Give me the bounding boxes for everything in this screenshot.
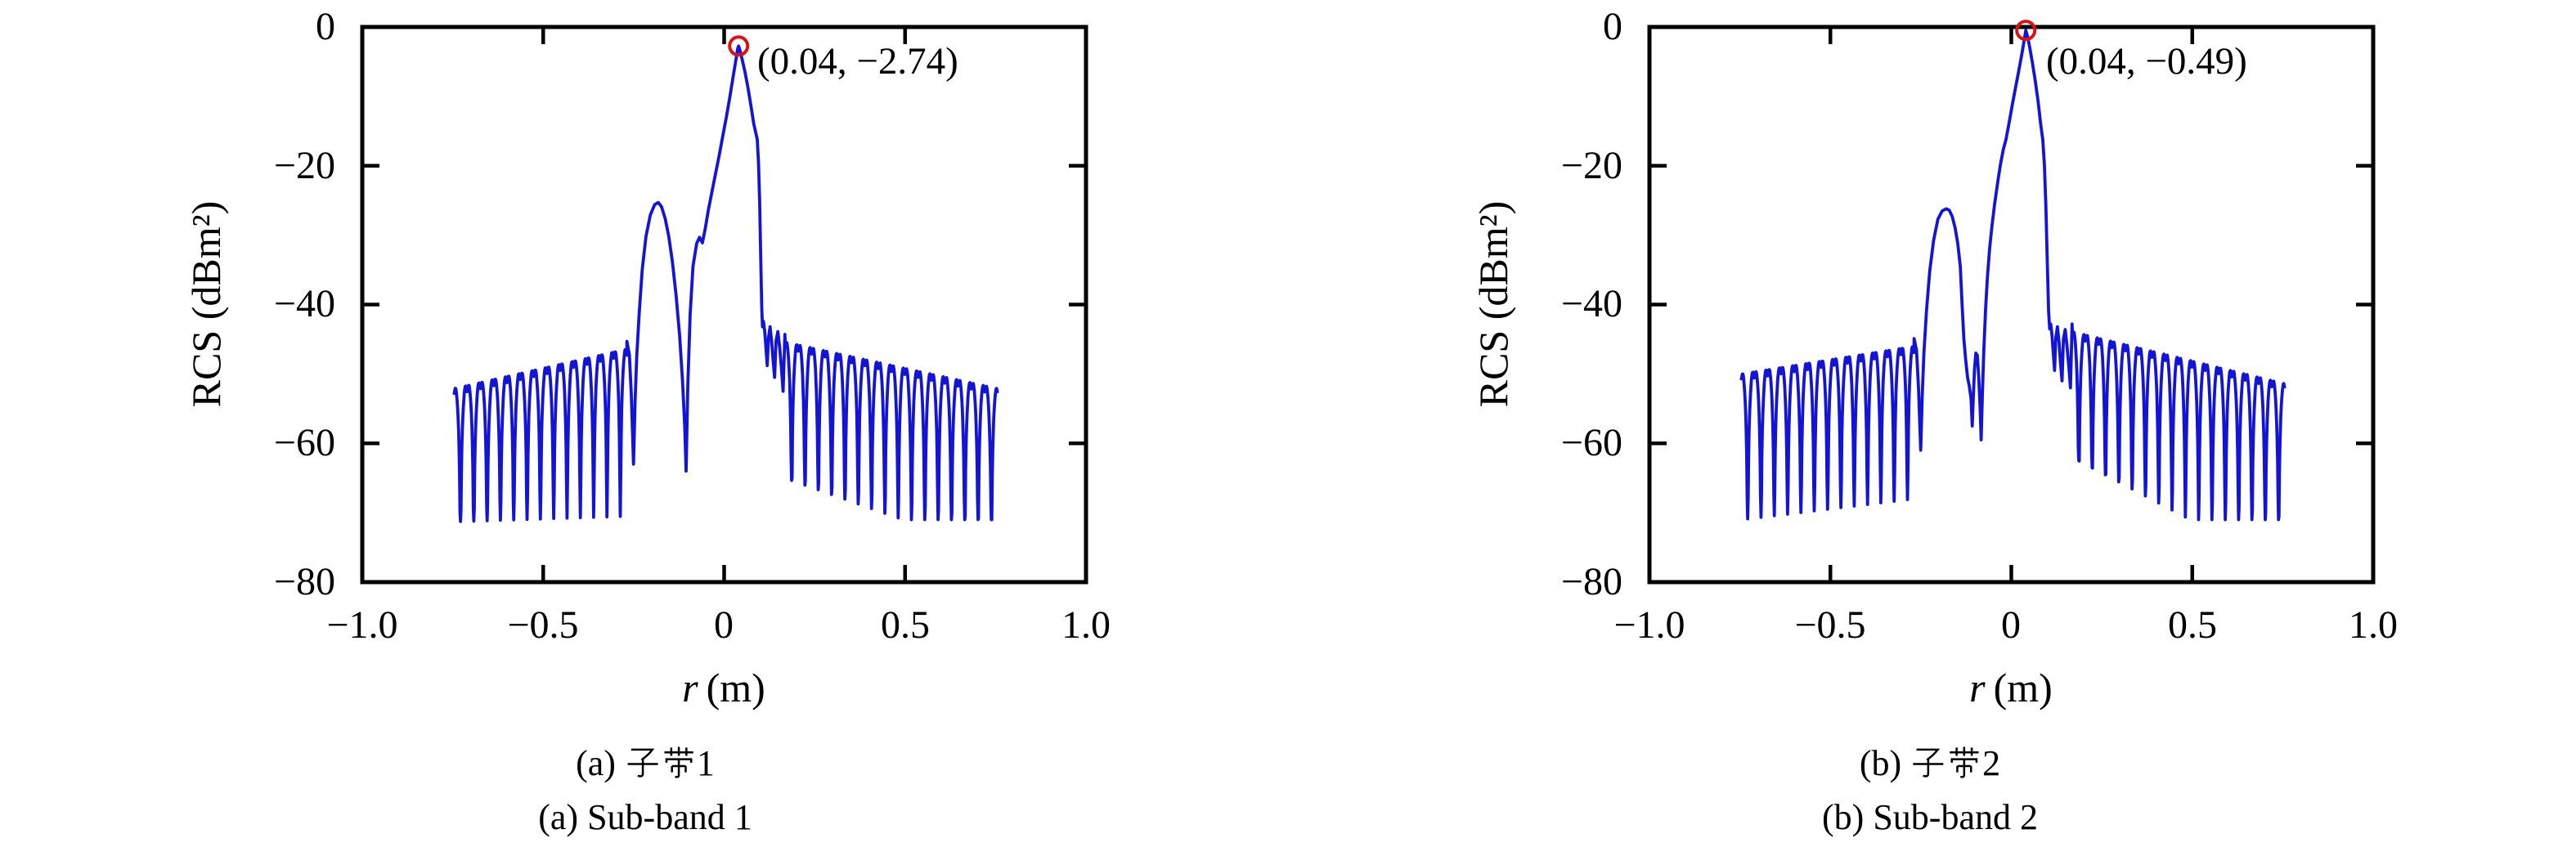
y-tick-label: −60 [273, 421, 335, 464]
plot-a-tick-marks [360, 25, 1088, 585]
y-tick-label: −40 [1560, 282, 1622, 325]
x-tick-label: −0.5 [507, 603, 579, 647]
peak-annotation-a: (0.04, −2.74) [757, 40, 958, 83]
caption-number: 1 [696, 743, 715, 783]
hanzi-zi-glyph [627, 748, 658, 778]
plot-b-canvas [1647, 20, 2376, 585]
y-tick-label: 0 [1603, 5, 1622, 48]
caption-prefix: (b) [1859, 743, 1902, 783]
y-tick-label: −80 [1560, 560, 1622, 603]
x-axis-variable: r [682, 665, 698, 710]
plot-a-canvas [360, 25, 1088, 585]
x-tick-label: 0 [2001, 603, 2021, 647]
caption-en-a: (a) Sub-band 1 [538, 797, 752, 837]
plot-b-tick-marks [1647, 25, 2376, 585]
x-tick-label: 0.5 [2168, 603, 2217, 647]
rcs-curve-a [452, 44, 999, 523]
x-tick-label: 1.0 [1061, 603, 1111, 647]
x-axis-label-b: r (m) [1969, 664, 2053, 711]
peak-marker-a [728, 35, 750, 57]
caption-prefix: (a) [576, 743, 616, 783]
y-tick-label: −80 [273, 560, 335, 603]
hanzi-dai-glyph [1950, 746, 1979, 778]
x-tick-label: −1.0 [326, 603, 398, 647]
x-axis-unit: (m) [1993, 665, 2053, 710]
x-tick-label: 1.0 [2349, 603, 2398, 647]
x-tick-label: −0.5 [1794, 603, 1866, 647]
hanzi-dai-glyph [664, 746, 693, 778]
y-tick-label: −20 [1560, 144, 1622, 187]
rcs-curve-b [1739, 29, 2287, 522]
x-tick-label: 0 [714, 603, 734, 647]
peak-marker-b [2015, 20, 2037, 42]
caption-zh-a: (a) 1 [576, 742, 715, 784]
x-tick-label: 0.5 [881, 603, 930, 647]
caption-zh-b: (b) 2 [1860, 742, 2000, 784]
caption-number: 2 [1982, 743, 2001, 783]
hanzi-zi-glyph [1913, 748, 1944, 778]
y-tick-label: −20 [273, 144, 335, 187]
x-axis-variable: r [1969, 665, 1986, 710]
y-tick-label: 0 [316, 5, 335, 48]
y-tick-label: −60 [1560, 421, 1622, 464]
peak-annotation-b: (0.04, −0.49) [2046, 40, 2247, 83]
x-axis-label-a: r (m) [682, 664, 765, 711]
x-axis-unit: (m) [706, 665, 765, 710]
caption-en-b: (b) Sub-band 2 [1822, 797, 2038, 837]
y-tick-label: −40 [273, 282, 335, 325]
x-tick-label: −1.0 [1613, 603, 1685, 647]
